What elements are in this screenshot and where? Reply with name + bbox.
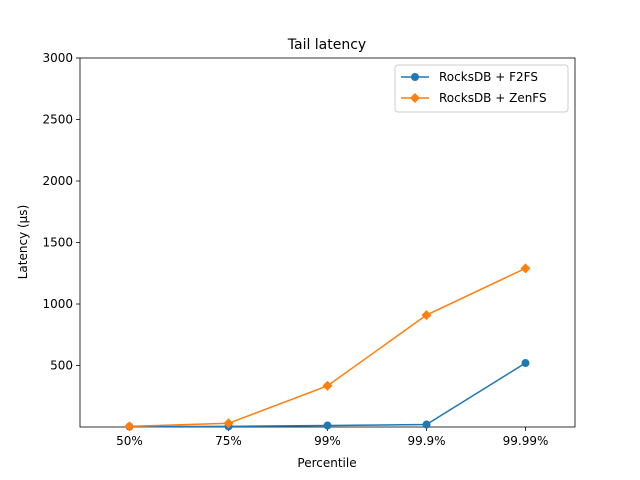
data-point [422,420,431,429]
plot-frame [79,57,576,428]
series-1 [125,359,530,431]
series-layer [124,263,531,432]
x-tick-label: 75% [215,434,242,448]
y-tick-label: 1000 [42,297,73,311]
data-point [323,421,332,430]
y-axis-label: Latency (µs) [16,205,30,280]
legend-marker [411,73,419,81]
series-2 [124,263,531,432]
y-tick-label: 2000 [42,174,73,188]
data-point [322,380,333,391]
legend-label: RocksDB + ZenFS [439,91,547,105]
x-tick-label: 99.99% [503,434,549,448]
x-axis-ticks: 50% 75% 99% 99.9% 99.99% [116,427,548,448]
series-line [129,267,526,428]
x-tick-label: 50% [116,434,143,448]
chart-title: Tail latency [287,37,366,53]
x-tick-label: 99.9% [407,434,445,448]
y-tick-label: 1500 [42,236,73,250]
legend-marker [410,93,420,103]
y-tick-label: 500 [50,359,73,373]
data-point [223,418,234,429]
legend-label: RocksDB + F2FS [439,70,538,84]
legend: RocksDB + F2FS RocksDB + ZenFS [394,64,569,113]
y-tick-label: 3000 [42,51,73,65]
data-point [124,421,135,432]
x-tick-label: 99% [314,434,341,448]
x-axis-label: Percentile [297,456,356,470]
data-point [521,359,530,368]
y-tick-label: 2500 [42,113,73,127]
data-point [520,263,531,274]
y-axis-ticks: 500 1000 1500 2000 2500 3000 [42,51,80,373]
plot-area [79,57,576,428]
series-line [129,362,526,428]
data-point [421,310,432,321]
legend-box [394,64,569,113]
